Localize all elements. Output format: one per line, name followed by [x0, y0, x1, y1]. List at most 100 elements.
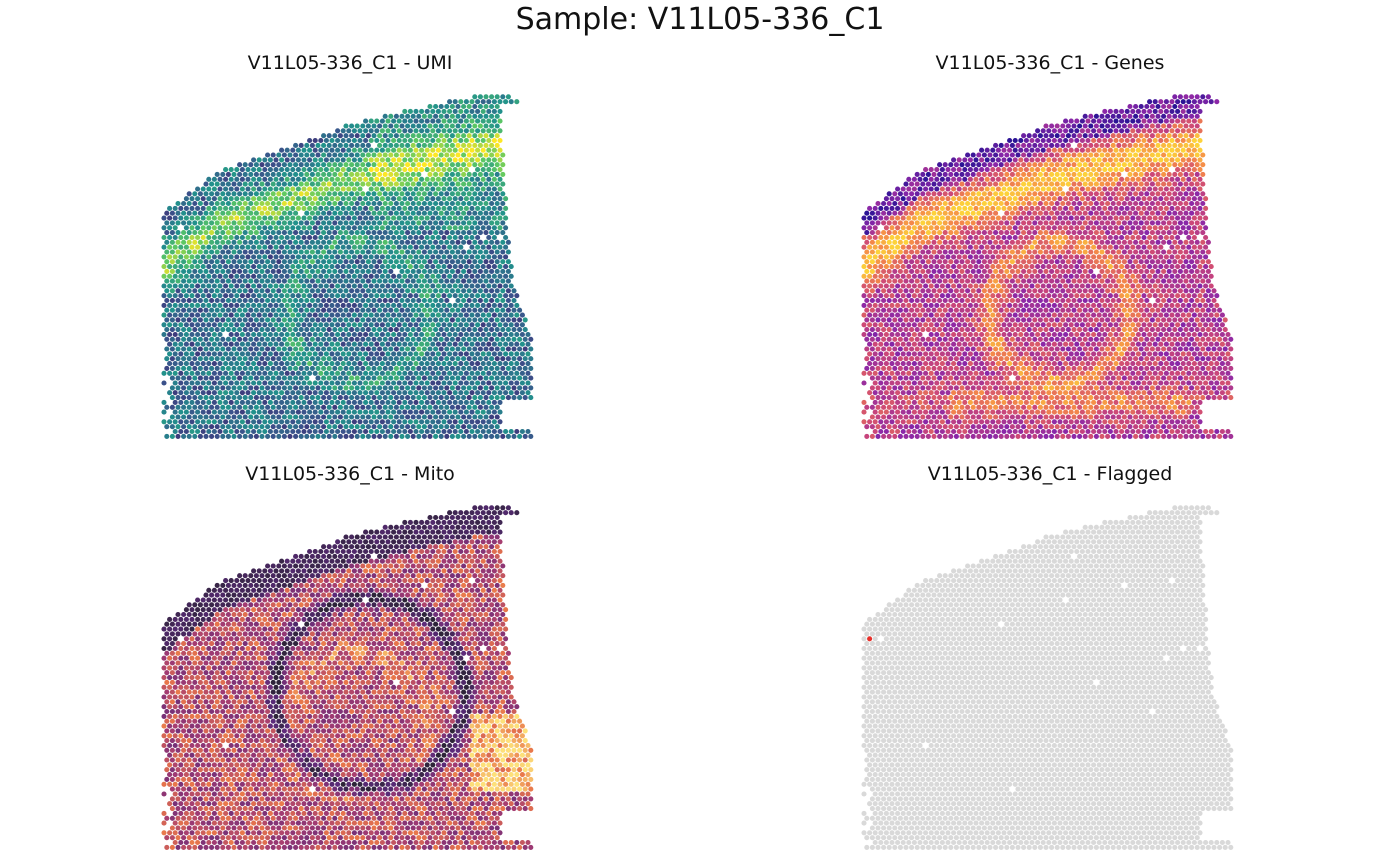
spot — [407, 312, 413, 318]
spot — [318, 137, 324, 144]
spot — [228, 293, 234, 299]
spot — [1091, 176, 1097, 182]
spot — [494, 365, 500, 371]
spot — [424, 157, 430, 163]
spot — [329, 186, 335, 192]
spot — [183, 419, 189, 425]
spot — [475, 331, 481, 338]
spot — [424, 225, 430, 231]
spot — [391, 254, 397, 260]
spot — [424, 283, 430, 289]
spot — [242, 191, 248, 197]
spot — [211, 264, 217, 270]
spot — [1124, 196, 1130, 202]
spot — [444, 307, 450, 313]
spot — [388, 123, 394, 129]
spot — [181, 220, 187, 226]
spot — [293, 327, 299, 333]
spot — [276, 200, 282, 207]
spot — [273, 302, 279, 308]
spot — [287, 414, 293, 420]
spot — [1102, 137, 1108, 144]
spot — [287, 433, 293, 439]
spot — [458, 322, 464, 328]
spot — [323, 293, 329, 299]
spot — [993, 152, 999, 158]
spot — [1105, 200, 1111, 207]
spot — [1119, 186, 1125, 192]
spot — [301, 331, 307, 338]
spot — [1032, 200, 1038, 207]
spot — [374, 186, 380, 192]
spot — [421, 259, 427, 265]
spot — [413, 409, 419, 415]
spot — [475, 380, 481, 386]
spot — [253, 162, 259, 168]
spot — [326, 414, 332, 420]
spot — [385, 176, 391, 182]
spot — [458, 409, 464, 415]
spot — [360, 230, 366, 236]
spot — [1012, 137, 1018, 144]
spot — [441, 225, 447, 231]
spot — [1138, 152, 1144, 158]
spot — [435, 273, 441, 279]
spot — [265, 239, 271, 245]
spot — [413, 244, 419, 250]
spot — [379, 264, 385, 270]
spot — [206, 361, 212, 367]
spot — [340, 351, 346, 357]
spot — [405, 133, 411, 139]
spot — [455, 424, 461, 430]
spot — [1121, 123, 1127, 129]
spot — [480, 176, 486, 182]
spot — [931, 181, 937, 187]
spot — [1177, 200, 1183, 207]
spot — [1077, 152, 1083, 158]
spot — [377, 297, 383, 304]
spot — [161, 380, 167, 386]
spot — [458, 196, 464, 202]
spot — [242, 346, 248, 352]
spot — [463, 99, 469, 105]
spot — [251, 331, 257, 338]
spot — [1152, 186, 1158, 192]
spot — [391, 273, 397, 279]
spot — [419, 302, 425, 308]
spot — [500, 288, 506, 294]
spot — [441, 264, 447, 270]
spot — [475, 361, 481, 367]
spot — [287, 424, 293, 430]
spot — [326, 259, 332, 265]
spot — [363, 283, 369, 289]
spot — [466, 191, 472, 197]
spot — [382, 356, 388, 362]
spot — [301, 390, 307, 396]
spot — [307, 293, 313, 299]
spot — [461, 297, 467, 304]
spot — [1029, 205, 1035, 211]
spot — [402, 137, 408, 144]
spot — [284, 419, 290, 425]
spot — [491, 341, 497, 347]
spot — [1015, 191, 1021, 197]
spot — [421, 123, 427, 129]
spot — [928, 215, 934, 221]
spot — [273, 322, 279, 328]
spot — [259, 239, 265, 245]
spot — [435, 409, 441, 415]
spot — [298, 142, 304, 148]
spot — [245, 293, 251, 299]
spot — [1161, 191, 1167, 197]
spot — [449, 307, 455, 313]
spot — [262, 264, 268, 270]
spot — [410, 297, 416, 304]
spot — [329, 225, 335, 231]
spot — [1133, 113, 1139, 119]
spot — [444, 327, 450, 333]
spot — [438, 230, 444, 236]
spot — [1180, 167, 1186, 173]
spot — [461, 346, 467, 352]
spot — [382, 113, 388, 119]
spot — [433, 395, 439, 401]
